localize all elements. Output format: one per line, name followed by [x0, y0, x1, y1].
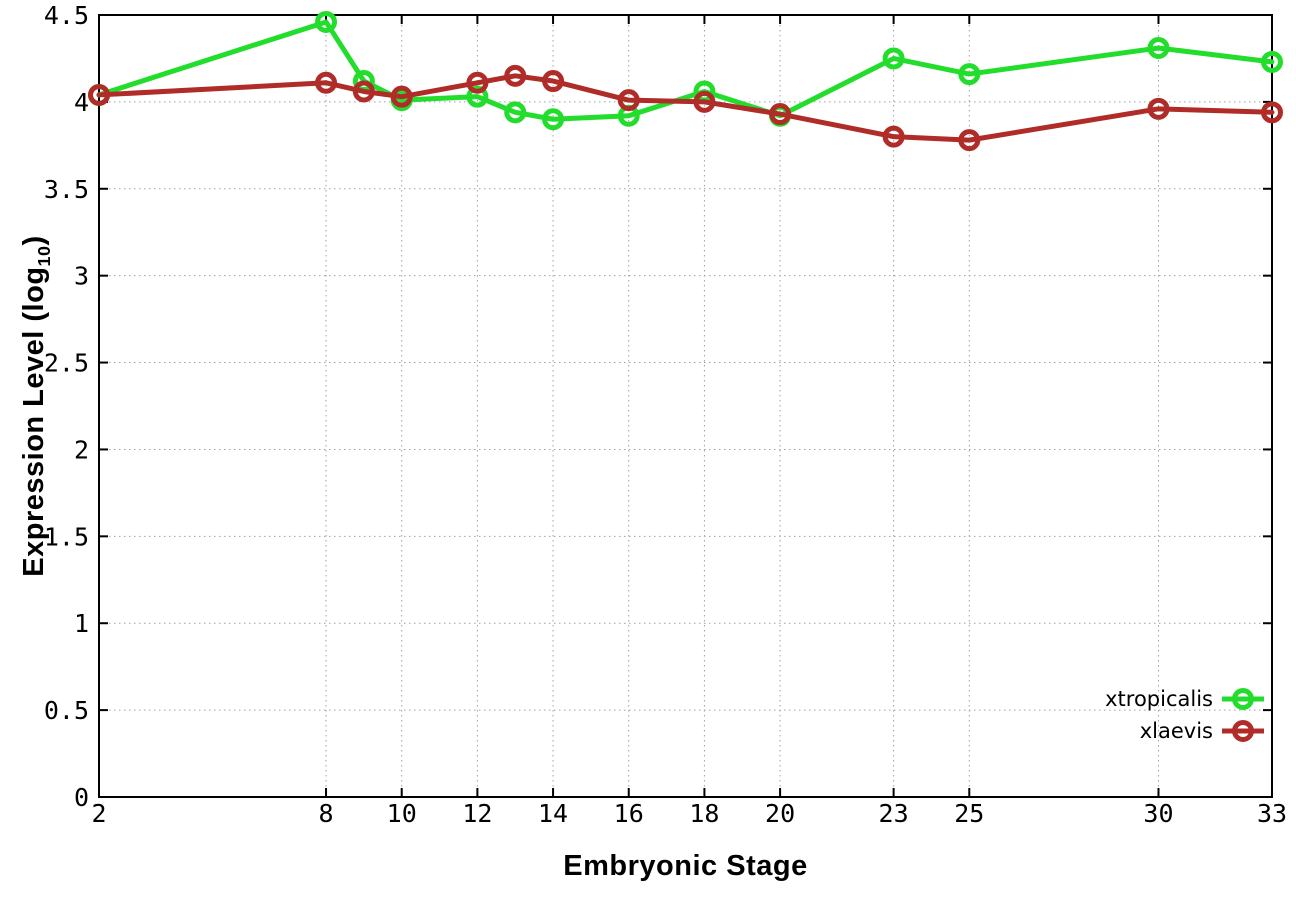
data-point-marker-xlaevis: [958, 129, 981, 152]
series-line-xtropicalis: [96, 19, 1275, 122]
x-tick-label: 30: [1143, 799, 1173, 828]
data-point-marker-xtropicalis: [315, 10, 338, 33]
grid: [98, 14, 1273, 798]
y-tick-label: 3: [74, 262, 89, 291]
legend-label-xtropicalis: xtropicalis: [1105, 687, 1213, 711]
y-tick-label: 2.5: [44, 349, 89, 378]
data-point-marker-xlaevis: [882, 125, 905, 148]
y-tick-label: 2: [74, 435, 89, 464]
series-xlaevis: [88, 64, 1283, 152]
data-point-marker-xtropicalis: [1261, 50, 1283, 73]
data-point-marker-xlaevis: [769, 103, 792, 126]
data-point-marker-xtropicalis: [504, 101, 527, 124]
x-tick-label: 20: [765, 799, 795, 828]
x-tick-label: 25: [954, 799, 984, 828]
y-axis-title-close: ): [18, 235, 50, 246]
data-point-marker-xlaevis: [617, 89, 640, 112]
y-tick-label: 1: [74, 609, 89, 638]
x-tick-label: 10: [387, 799, 417, 828]
legend-label-xlaevis: xlaevis: [1140, 719, 1213, 743]
data-point-marker-xlaevis: [352, 80, 375, 103]
data-point-marker-xlaevis: [390, 85, 413, 108]
y-tick-label: 3.5: [44, 175, 89, 204]
data-point-marker-xtropicalis: [958, 63, 981, 86]
data-point-marker-xlaevis: [504, 64, 527, 87]
x-tick-label: 18: [689, 799, 719, 828]
x-tick-label: 23: [879, 799, 909, 828]
legend-row-xtropicalis: xtropicalis: [1105, 687, 1264, 711]
legend-row-xlaevis: xlaevis: [1140, 719, 1264, 743]
x-tick-label: 8: [319, 799, 334, 828]
plot-border: [98, 14, 1273, 798]
y-axis-title-text: Expression Level (log: [18, 266, 50, 577]
x-tick-label: 12: [462, 799, 492, 828]
data-point-marker-xtropicalis: [882, 47, 905, 70]
data-point-marker-xlaevis: [315, 71, 338, 94]
x-tick-label: 33: [1257, 799, 1287, 828]
y-tick-label: 4: [74, 88, 89, 117]
x-tick-label: 2: [91, 799, 106, 828]
y-tick-label: 4.5: [44, 1, 89, 30]
y-tick-labels: 0 0.5 1 1.5 2 2.5 3 3.5 4 4.5: [44, 1, 89, 812]
series-xtropicalis: [88, 10, 1283, 131]
legend-marker-xtropicalis: [1232, 688, 1254, 710]
tick-marks: [98, 14, 1273, 798]
data-point-marker-xtropicalis: [466, 85, 489, 108]
y-tick-label: 1.5: [44, 522, 89, 551]
y-tick-label: 0: [74, 783, 89, 812]
y-axis-title-subscript: 10: [33, 245, 54, 267]
data-point-marker-xlaevis: [1147, 97, 1170, 120]
series-line-xlaevis: [96, 73, 1275, 143]
x-tick-label: 16: [614, 799, 644, 828]
data-point-marker-xlaevis: [1261, 101, 1283, 124]
data-point-marker-xlaevis: [88, 83, 110, 106]
legend-marker-xlaevis: [1232, 720, 1254, 742]
data-point-marker-xtropicalis: [542, 108, 565, 131]
data-point-marker-xlaevis: [466, 71, 489, 94]
legend: xtropicalis xlaevis: [1105, 687, 1264, 743]
y-tick-label: 0.5: [44, 696, 89, 725]
data-point-marker-xlaevis: [693, 90, 716, 113]
x-axis-title: Embryonic Stage: [563, 850, 808, 882]
data-point-marker-xlaevis: [542, 70, 565, 93]
data-point-marker-xtropicalis: [1147, 37, 1170, 60]
x-tick-labels: 2 8 10 12 14 16 18 20 23 25 30 33: [91, 799, 1287, 828]
y-axis-title: Expression Level (log10): [14, 15, 54, 797]
x-tick-label: 14: [538, 799, 568, 828]
